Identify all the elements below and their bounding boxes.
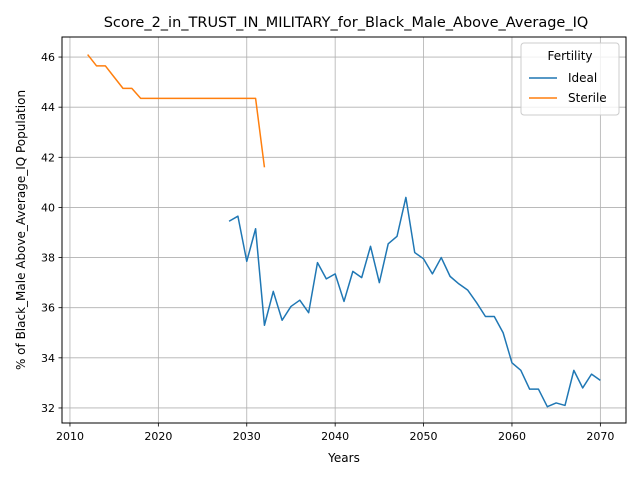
y-tick-label: 36 xyxy=(41,302,55,315)
x-tick-label: 2010 xyxy=(56,430,84,443)
x-tick-label: 2060 xyxy=(498,430,526,443)
x-axis-ticks: 2010 2020 2030 2040 2050 2060 2070 xyxy=(56,423,614,443)
legend: Fertility Ideal Sterile xyxy=(520,42,620,116)
x-tick-label: 2050 xyxy=(410,430,438,443)
x-tick-label: 2040 xyxy=(321,430,349,443)
legend-label-ideal: Ideal xyxy=(568,71,597,85)
y-tick-label: 40 xyxy=(41,201,55,214)
y-tick-label: 42 xyxy=(41,151,55,164)
plot-frame xyxy=(61,36,627,424)
legend-label-sterile: Sterile xyxy=(568,91,607,105)
legend-title: Fertility xyxy=(547,49,592,63)
y-tick-label: 38 xyxy=(41,252,55,265)
chart-title: Score_2_in_TRUST_IN_MILITARY_for_Black_M… xyxy=(104,15,589,31)
y-tick-label: 46 xyxy=(41,51,55,64)
y-tick-label: 44 xyxy=(41,101,55,114)
x-tick-label: 2070 xyxy=(586,430,614,443)
series-line-sterile xyxy=(87,54,266,168)
x-tick-label: 2020 xyxy=(144,430,172,443)
y-tick-label: 34 xyxy=(41,352,55,365)
y-axis-label: % of Black_Male Above_Average_IQ Populat… xyxy=(14,90,28,370)
series-line-ideal xyxy=(228,196,601,408)
series-lines xyxy=(87,54,601,408)
y-axis-ticks: 32 34 36 38 40 42 44 46 xyxy=(41,51,62,415)
legend-box xyxy=(520,42,620,116)
x-axis-label: Years xyxy=(327,451,360,465)
y-tick-label: 32 xyxy=(41,402,55,415)
x-tick-label: 2030 xyxy=(233,430,261,443)
